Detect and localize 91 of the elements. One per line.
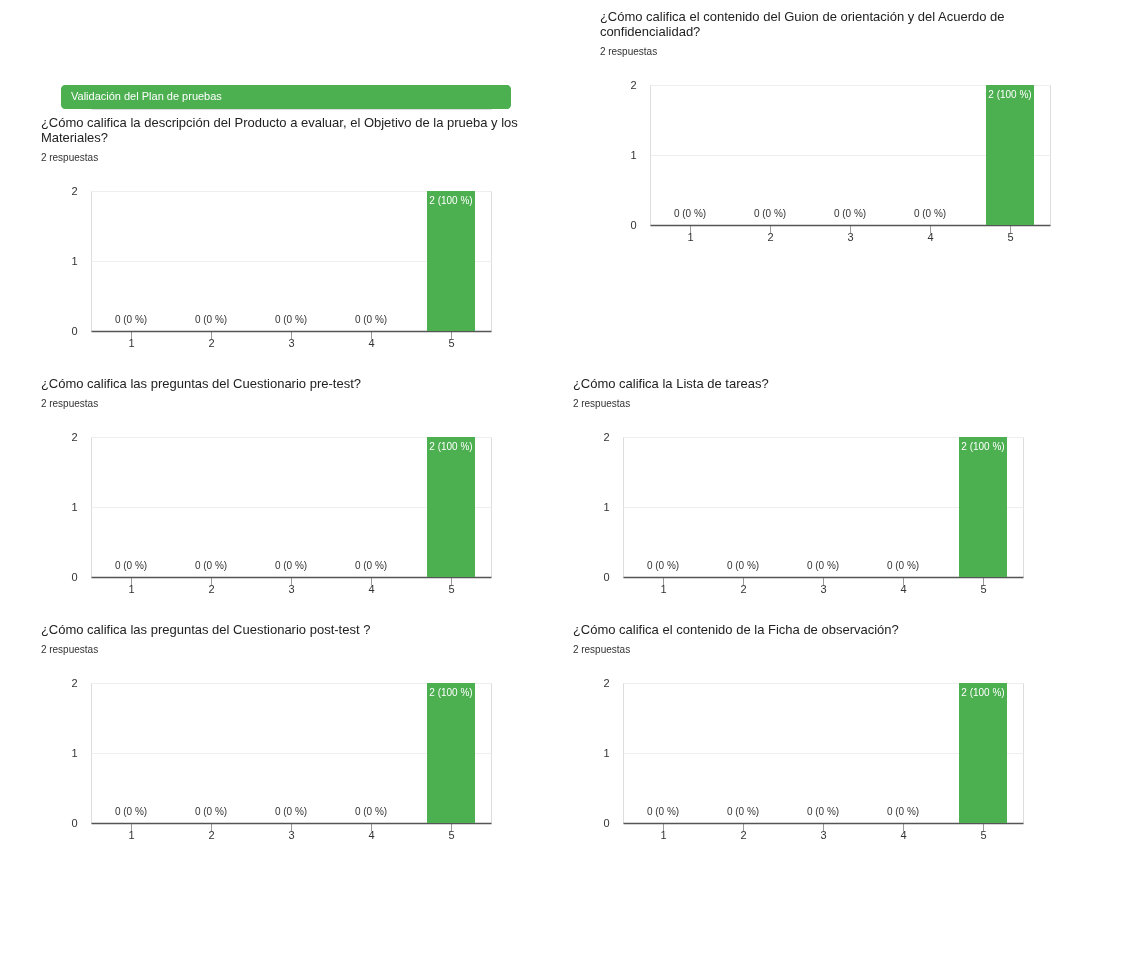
x-tick-label: 5 [980, 582, 987, 595]
data-label: 2 (100 %) [988, 89, 1032, 100]
data-label: 0 (0 %) [726, 806, 760, 817]
data-label: 0 (0 %) [274, 806, 308, 817]
chart-subtitle: 2 respuestas [40, 644, 99, 655]
x-tick-label: 3 [288, 336, 295, 349]
data-label: 0 (0 %) [194, 806, 228, 817]
y-tick-label: 1 [71, 746, 78, 759]
data-label: 0 (0 %) [726, 560, 760, 571]
y-tick-label: 1 [603, 746, 610, 759]
x-tick-label: 3 [288, 582, 295, 595]
data-label: 0 (0 %) [274, 560, 308, 571]
data-label: 0 (0 %) [114, 806, 148, 817]
x-tick-label: 2 [740, 828, 747, 841]
y-tick-label: 0 [71, 570, 78, 583]
x-tick-label: 1 [660, 582, 667, 595]
chart-subtitle: 2 respuestas [40, 398, 99, 409]
chart-title: ¿Cómo califica las preguntas del Cuestionario pre-test? [40, 376, 361, 391]
y-tick-label: 2 [71, 676, 78, 689]
data-label: 0 (0 %) [274, 314, 308, 325]
x-tick-label: 1 [128, 336, 135, 349]
x-tick-label: 2 [208, 828, 215, 841]
data-label: 0 (0 %) [194, 560, 228, 571]
y-tick-label: 0 [71, 324, 78, 337]
y-tick-label: 1 [71, 254, 78, 267]
data-label: 2 (100 %) [429, 195, 473, 206]
x-tick-label: 4 [368, 336, 375, 349]
data-label: 0 (0 %) [886, 560, 920, 571]
x-tick-label: 5 [448, 336, 455, 349]
x-tick-label: 4 [900, 582, 907, 595]
x-tick-label: 2 [208, 582, 215, 595]
data-label: 0 (0 %) [194, 314, 228, 325]
chart-title: ¿Cómo califica el contenido de la Ficha de observación? [572, 622, 899, 637]
x-tick-label: 3 [847, 230, 854, 243]
x-tick-label: 5 [980, 828, 987, 841]
x-tick-label: 1 [128, 582, 135, 595]
x-tick-label: 3 [820, 582, 827, 595]
data-label: 0 (0 %) [354, 314, 388, 325]
data-label: 0 (0 %) [806, 806, 840, 817]
y-tick-label: 2 [71, 184, 78, 197]
data-label: 0 (0 %) [354, 560, 388, 571]
y-tick-label: 0 [603, 570, 610, 583]
chart-subtitle: 2 respuestas [40, 152, 99, 163]
data-label: 0 (0 %) [833, 208, 867, 219]
chart-subtitle: 2 respuestas [572, 644, 631, 655]
x-tick-label: 1 [660, 828, 667, 841]
y-tick-label: 0 [603, 816, 610, 829]
x-tick-label: 2 [767, 230, 774, 243]
chart-title: ¿Cómo califica el contenido del Guion de orientación y del Acuerdo de confidencialidad? [599, 9, 1005, 39]
text: Validación del Plan de pruebas [71, 90, 223, 102]
x-tick-label: 4 [368, 582, 375, 595]
y-tick-label: 2 [71, 430, 78, 443]
data-label: 2 (100 %) [429, 687, 473, 698]
data-label: 2 (100 %) [429, 441, 473, 452]
y-tick-label: 1 [71, 500, 78, 513]
x-tick-label: 3 [820, 828, 827, 841]
x-tick-label: 1 [128, 828, 135, 841]
y-tick-label: 0 [630, 218, 637, 231]
data-label: 0 (0 %) [753, 208, 787, 219]
x-tick-label: 5 [448, 582, 455, 595]
chart-subtitle: 2 respuestas [572, 398, 631, 409]
y-tick-label: 0 [71, 816, 78, 829]
data-label: 0 (0 %) [806, 560, 840, 571]
x-tick-label: 3 [288, 828, 295, 841]
data-label: 0 (0 %) [886, 806, 920, 817]
data-label: 0 (0 %) [114, 560, 148, 571]
x-tick-label: 4 [368, 828, 375, 841]
data-label: 0 (0 %) [646, 806, 680, 817]
x-tick-label: 5 [448, 828, 455, 841]
y-tick-label: 2 [603, 430, 610, 443]
y-tick-label: 1 [603, 500, 610, 513]
data-label: 0 (0 %) [114, 314, 148, 325]
x-tick-label: 2 [208, 336, 215, 349]
chart-subtitle: 2 respuestas [599, 46, 658, 57]
chart-title: ¿Cómo califica las preguntas del Cuestionario post-test ? [40, 622, 371, 637]
y-tick-label: 2 [603, 676, 610, 689]
x-tick-label: 4 [900, 828, 907, 841]
data-label: 2 (100 %) [961, 441, 1005, 452]
data-label: 2 (100 %) [961, 687, 1005, 698]
chart-title: ¿Cómo califica la descripción del Producto a evaluar, el Objetivo de la prueba y los Materiales? [40, 115, 519, 145]
y-tick-label: 2 [630, 78, 637, 91]
data-label: 0 (0 %) [913, 208, 947, 219]
data-label: 0 (0 %) [354, 806, 388, 817]
data-label: 0 (0 %) [673, 208, 707, 219]
data-label: 0 (0 %) [646, 560, 680, 571]
x-tick-label: 2 [740, 582, 747, 595]
x-tick-label: 1 [687, 230, 694, 243]
chart-title: ¿Cómo califica la Lista de tareas? [572, 376, 769, 391]
x-tick-label: 5 [1007, 230, 1014, 243]
y-tick-label: 1 [630, 148, 637, 161]
x-tick-label: 4 [927, 230, 934, 243]
